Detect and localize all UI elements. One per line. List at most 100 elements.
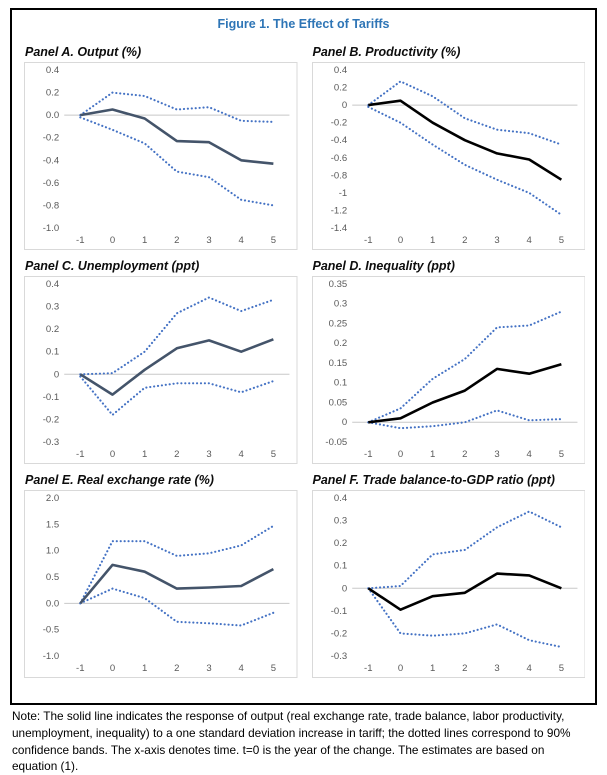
svg-text:1: 1 — [430, 663, 435, 674]
panel-unemployment: Panel C. Unemployment (ppt) 0.4 0.3 0.2 0.1… — [24, 259, 298, 464]
svg-text:-1: -1 — [364, 449, 372, 460]
panel-real-exchange-rate: Panel E. Real exchange rate (%) 2.0 1.5 1.… — [24, 473, 298, 678]
panel-trade-balance: Panel F. Trade balance-to-GDP ratio (ppt… — [311, 473, 585, 678]
panel-unemployment-title: Panel C. Unemployment (ppt) — [25, 259, 200, 273]
svg-text:2: 2 — [174, 449, 179, 460]
svg-text:5: 5 — [271, 235, 276, 246]
panel-output: Panel A. Output (%) 0.4 0.2 0.0 -0.2 -0.4 -0.… — [24, 45, 298, 250]
svg-text:4: 4 — [526, 449, 532, 460]
svg-text:5: 5 — [558, 449, 563, 460]
svg-text:-1.0: -1.0 — [43, 223, 59, 234]
svg-text:-1.4: -1.4 — [330, 223, 347, 234]
svg-text:1: 1 — [142, 235, 147, 246]
svg-text:4: 4 — [239, 449, 245, 460]
inequality-line-chart: 0.35 0.3 0.25 0.2 0.15 0.1 0.05 0 -0.05 -1 0 1 2 3 4 5 — [311, 276, 585, 464]
svg-text:4: 4 — [239, 663, 245, 674]
svg-text:-0.6: -0.6 — [330, 153, 346, 164]
svg-text:5: 5 — [271, 663, 276, 674]
svg-text:0.3: 0.3 — [333, 516, 346, 527]
svg-text:0.2: 0.2 — [333, 538, 346, 549]
svg-text:0: 0 — [397, 235, 402, 246]
svg-text:0.5: 0.5 — [46, 572, 59, 583]
svg-text:3: 3 — [494, 663, 499, 674]
panel-grid: Panel A. Output (%) 0.4 0.2 0.0 -0.2 -0.4 -0.… — [12, 31, 595, 678]
trade-balance-line-chart: 0.4 0.3 0.2 0.1 0 -0.1 -0.2 -0.3 -1 0 1 2 3 4 5 — [311, 490, 585, 678]
svg-text:-0.1: -0.1 — [43, 392, 59, 403]
svg-text:0.4: 0.4 — [46, 65, 60, 76]
svg-text:-1.0: -1.0 — [43, 651, 59, 662]
svg-text:5: 5 — [558, 235, 563, 246]
svg-text:-0.4: -0.4 — [330, 135, 347, 146]
svg-text:4: 4 — [239, 235, 245, 246]
svg-text:-0.05: -0.05 — [325, 437, 347, 448]
svg-text:0: 0 — [397, 663, 402, 674]
svg-text:-1: -1 — [364, 663, 372, 674]
svg-text:-1: -1 — [76, 235, 84, 246]
svg-text:0.3: 0.3 — [46, 302, 59, 313]
svg-text:0: 0 — [110, 663, 115, 674]
svg-text:-1: -1 — [76, 449, 84, 460]
svg-text:0.0: 0.0 — [46, 598, 59, 609]
svg-text:-0.8: -0.8 — [330, 170, 346, 181]
svg-text:2: 2 — [174, 663, 179, 674]
svg-text:0.05: 0.05 — [328, 398, 347, 409]
svg-text:-0.2: -0.2 — [43, 414, 59, 425]
svg-text:-1: -1 — [364, 235, 372, 246]
svg-text:3: 3 — [206, 663, 211, 674]
svg-text:0: 0 — [110, 235, 115, 246]
output-line-chart: 0.4 0.2 0.0 -0.2 -0.4 -0.6 -0.8 -1.0 -1 0 1 2 3 4 5 — [24, 62, 298, 250]
svg-text:0: 0 — [397, 449, 402, 460]
figure-container: Figure 1. The Effect of Tariffs Panel A.… — [10, 8, 597, 705]
svg-text:0.35: 0.35 — [328, 279, 347, 290]
svg-text:-0.8: -0.8 — [43, 200, 59, 211]
svg-text:1: 1 — [142, 449, 147, 460]
svg-text:0.0: 0.0 — [46, 110, 59, 121]
svg-text:-1: -1 — [338, 188, 346, 199]
svg-text:-0.5: -0.5 — [43, 625, 59, 636]
svg-text:-0.4: -0.4 — [43, 155, 60, 166]
svg-text:1: 1 — [430, 449, 435, 460]
svg-text:2: 2 — [462, 235, 467, 246]
panel-inequality-title: Panel D. Inequality (ppt) — [312, 259, 455, 273]
figure-note: Note: The solid line indicates the respo… — [12, 709, 571, 774]
svg-text:-0.1: -0.1 — [330, 606, 346, 617]
svg-text:0.2: 0.2 — [46, 324, 59, 335]
svg-text:0: 0 — [341, 100, 346, 111]
svg-text:0: 0 — [110, 449, 115, 460]
svg-text:2: 2 — [462, 663, 467, 674]
svg-text:4: 4 — [526, 235, 532, 246]
svg-text:3: 3 — [206, 449, 211, 460]
panel-output-title: Panel A. Output (%) — [25, 45, 142, 59]
svg-text:0.4: 0.4 — [46, 279, 60, 290]
svg-text:-1: -1 — [76, 663, 84, 674]
svg-text:1.5: 1.5 — [46, 519, 59, 530]
svg-text:1: 1 — [142, 663, 147, 674]
productivity-line-chart: 0.4 0.2 0 -0.2 -0.4 -0.6 -0.8 -1 -1.2 -1.4 -1 0 1 2 3 4… — [311, 62, 585, 250]
svg-text:1.0: 1.0 — [46, 546, 59, 557]
panel-productivity-title: Panel B. Productivity (%) — [312, 45, 461, 59]
svg-text:0.4: 0.4 — [333, 65, 347, 76]
svg-text:0.4: 0.4 — [333, 493, 347, 504]
svg-text:-0.2: -0.2 — [330, 118, 346, 129]
svg-text:0.25: 0.25 — [328, 319, 347, 330]
svg-text:-0.2: -0.2 — [330, 628, 346, 639]
svg-text:-0.3: -0.3 — [43, 437, 59, 448]
panel-trade-balance-title: Panel F. Trade balance-to-GDP ratio (ppt… — [312, 473, 555, 487]
svg-text:3: 3 — [494, 235, 499, 246]
svg-text:3: 3 — [494, 449, 499, 460]
svg-text:0.2: 0.2 — [333, 338, 346, 349]
svg-text:5: 5 — [558, 663, 563, 674]
svg-text:4: 4 — [526, 663, 532, 674]
svg-text:1: 1 — [430, 235, 435, 246]
svg-text:2.0: 2.0 — [46, 493, 59, 504]
svg-text:-0.2: -0.2 — [43, 133, 59, 144]
svg-text:0.1: 0.1 — [333, 561, 346, 572]
svg-text:3: 3 — [206, 235, 211, 246]
svg-text:0.2: 0.2 — [46, 88, 59, 99]
svg-text:0.3: 0.3 — [333, 299, 346, 310]
svg-text:0.2: 0.2 — [333, 83, 346, 94]
svg-text:-0.3: -0.3 — [330, 651, 346, 662]
svg-text:0.15: 0.15 — [328, 358, 347, 369]
svg-text:-0.6: -0.6 — [43, 178, 59, 189]
panel-real-exchange-rate-title: Panel E. Real exchange rate (%) — [25, 473, 214, 487]
